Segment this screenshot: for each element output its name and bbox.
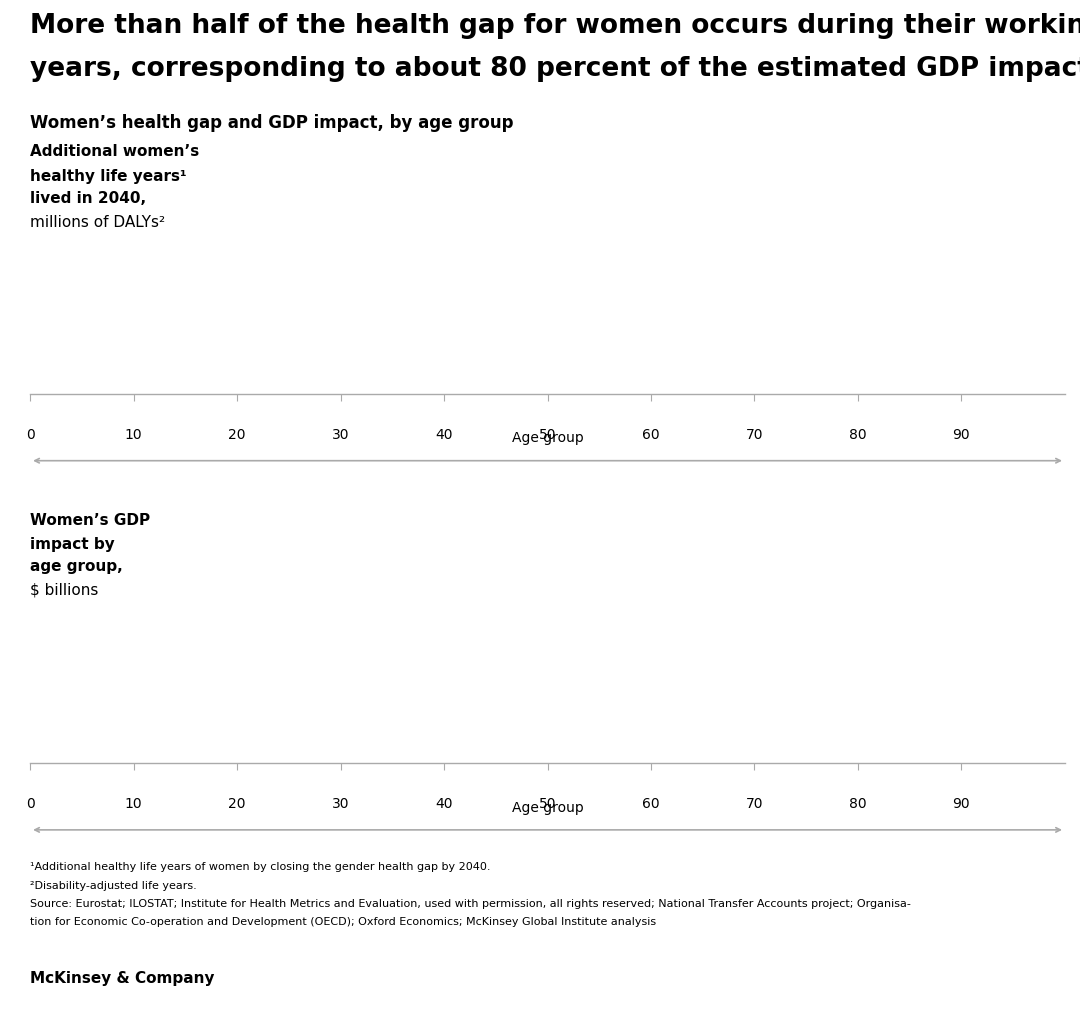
Text: Women’s GDP: Women’s GDP (30, 513, 150, 528)
Text: impact by: impact by (30, 537, 114, 552)
Text: tion for Economic Co-operation and Development (OECD); Oxford Economics; McKinse: tion for Economic Co-operation and Devel… (30, 917, 657, 928)
Text: $ billions: $ billions (30, 583, 98, 598)
Text: years, corresponding to about 80 percent of the estimated GDP impact.: years, corresponding to about 80 percent… (30, 56, 1080, 82)
Text: Women’s health gap and GDP impact, by age group: Women’s health gap and GDP impact, by ag… (30, 114, 514, 132)
Text: ²Disability-adjusted life years.: ²Disability-adjusted life years. (30, 881, 197, 891)
Text: Age group: Age group (512, 800, 583, 815)
Text: age group,: age group, (30, 559, 123, 575)
Text: healthy life years¹: healthy life years¹ (30, 169, 187, 184)
Text: More than half of the health gap for women occurs during their working: More than half of the health gap for wom… (30, 13, 1080, 40)
Text: ¹Additional healthy life years of women by closing the gender health gap by 2040: ¹Additional healthy life years of women … (30, 862, 490, 873)
Text: Additional women’s: Additional women’s (30, 144, 200, 160)
Text: Source: Eurostat; ILOSTAT; Institute for Health Metrics and Evaluation, used wit: Source: Eurostat; ILOSTAT; Institute for… (30, 899, 912, 909)
Text: McKinsey & Company: McKinsey & Company (30, 971, 215, 986)
Text: lived in 2040,: lived in 2040, (30, 191, 147, 206)
Text: millions of DALYs²: millions of DALYs² (30, 215, 165, 230)
Text: Age group: Age group (512, 431, 583, 445)
